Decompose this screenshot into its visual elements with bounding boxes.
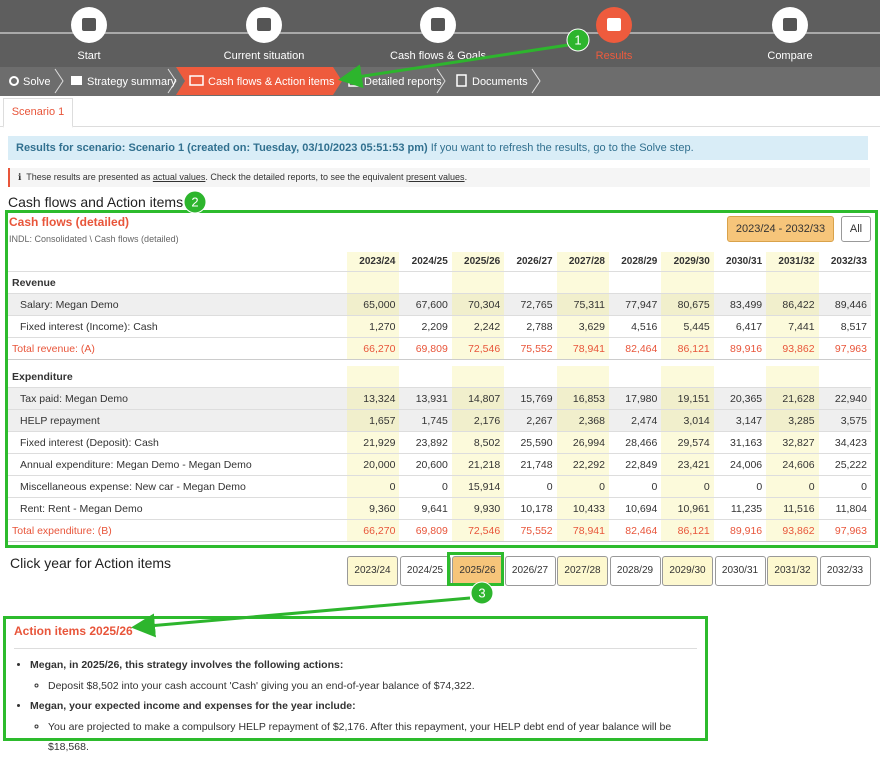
highlight-box (447, 552, 504, 586)
step-label[interactable]: Results (596, 50, 633, 62)
note-em: actual values (153, 172, 206, 182)
callout: 3 (478, 585, 485, 600)
action-prompt: Click year for Action items (10, 555, 171, 571)
info-box: Results for scenario: Scenario 1 (create… (8, 136, 868, 160)
tab[interactable]: Scenario 1 (3, 98, 73, 128)
action-detail: Deposit $8,502 into your cash account 'C… (48, 676, 705, 697)
highlight-box (5, 210, 878, 548)
action-title: Action items 2025/26 (14, 624, 133, 638)
action-box: Action items 2025/26 Megan, in 2025/26, … (3, 616, 708, 741)
year-button[interactable]: 2023/24 (347, 556, 398, 586)
action-detail: You are projected to make a compulsory H… (48, 717, 705, 758)
note-text: These results are presented as (26, 172, 153, 182)
action-items: Megan, in 2025/26, this strategy involve… (12, 655, 705, 758)
info-text: If you want to refresh the results, go t… (428, 142, 694, 154)
action-item: Megan, your expected income and expenses… (30, 696, 705, 758)
year-button[interactable]: 2026/27 (505, 556, 556, 586)
year-button[interactable]: 2027/28 (557, 556, 608, 586)
step-glyph (783, 18, 797, 31)
note-em: present values (406, 172, 465, 182)
step-glyph (607, 18, 621, 31)
note: ℹ These results are presented as actual … (8, 168, 870, 187)
substep[interactable]: Strategy summary (87, 76, 177, 88)
callout: 2 (191, 194, 198, 209)
step-label[interactable]: Current situation (224, 50, 305, 62)
action-heading: Megan, in 2025/26, this strategy involve… (30, 659, 343, 671)
action-list: Megan, in 2025/26, this strategy involve… (12, 655, 705, 758)
step-glyph (82, 18, 96, 31)
action-item: Megan, in 2025/26, this strategy involve… (30, 655, 705, 696)
step-glyph (431, 18, 445, 31)
year-button[interactable]: 2031/32 (767, 556, 818, 586)
action-heading: Megan, your expected income and expenses… (30, 700, 356, 712)
year-button[interactable]: 2032/33 (820, 556, 871, 586)
note-text: . (465, 172, 468, 182)
substep[interactable]: Documents (472, 76, 528, 88)
step-label[interactable]: Start (77, 50, 100, 62)
year-button[interactable]: 2030/31 (715, 556, 766, 586)
note-text: . Check the detailed reports, to see the… (205, 172, 406, 182)
divider (14, 648, 697, 649)
tab-line (0, 126, 880, 127)
header: Start Current situation Cash flows & Goals… (0, 0, 880, 96)
action-details: Deposit $8,502 into your cash account 'C… (30, 676, 705, 697)
substep-active[interactable]: Cash flows & Action items (208, 76, 335, 88)
substep[interactable]: Solve (23, 76, 51, 88)
substep[interactable]: Detailed reports (364, 76, 442, 88)
year-button[interactable]: 2024/25 (400, 556, 451, 586)
step-label[interactable]: Cash flows & Goals (390, 50, 486, 62)
section-title: Cash flows and Action items (8, 194, 183, 210)
action-details: You are projected to make a compulsory H… (30, 717, 705, 758)
info-bold: Results for scenario: Scenario 1 (create… (16, 142, 428, 154)
year-button[interactable]: 2029/30 (662, 556, 713, 586)
step-glyph (257, 18, 271, 31)
year-button[interactable]: 2028/29 (610, 556, 661, 586)
step-label[interactable]: Compare (767, 50, 812, 62)
